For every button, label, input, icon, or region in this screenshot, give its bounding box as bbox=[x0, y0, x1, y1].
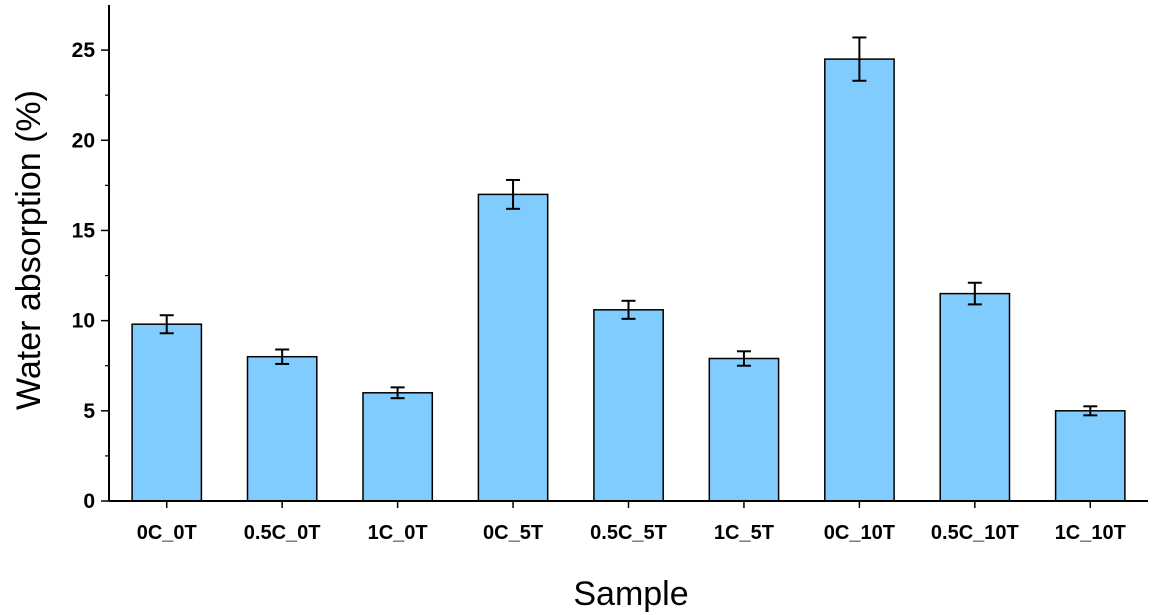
error-bar-0.5C_5T bbox=[621, 299, 636, 320]
x-tick-label: 1C_10T bbox=[1055, 522, 1126, 544]
y-axis-title: Water absorption (%) bbox=[10, 90, 48, 410]
error-bar-1C_10T bbox=[1083, 405, 1098, 417]
y-ticks-group: 0 5 10 15 20 25 bbox=[72, 39, 109, 513]
x-tick-label: 1C_0T bbox=[368, 522, 428, 544]
error-bar-0C_10T bbox=[852, 36, 867, 82]
x-tick-label: 0C_10T bbox=[824, 522, 895, 544]
x-tick-label: 0.5C_5T bbox=[590, 522, 667, 544]
y-tick-label: 0 bbox=[83, 490, 95, 513]
bar-1C_0T bbox=[362, 392, 434, 502]
error-bar-0.5C_10T bbox=[967, 281, 982, 306]
x-tick-label: 0.5C_0T bbox=[244, 522, 321, 544]
bars-group bbox=[131, 58, 1126, 502]
error-bar-0.5C_0T bbox=[275, 348, 290, 365]
error-bar-0C_5T bbox=[506, 178, 521, 210]
error-bar-0C_0T bbox=[159, 314, 174, 335]
error-bar-1C_5T bbox=[736, 350, 751, 367]
error-bars-group bbox=[159, 36, 1098, 417]
y-tick-label: 25 bbox=[72, 39, 96, 62]
bar-0.5C_10T bbox=[939, 292, 1011, 502]
x-tick-label: 1C_5T bbox=[714, 522, 774, 544]
bar-1C_10T bbox=[1054, 410, 1126, 502]
x-tick-label: 0C_0T bbox=[137, 522, 197, 544]
bar-0C_10T bbox=[824, 58, 895, 502]
bar-1C_5T bbox=[708, 357, 780, 502]
y-tick-label: 15 bbox=[72, 219, 96, 242]
bar-0C_0T bbox=[131, 323, 203, 502]
y-tick-label: 20 bbox=[72, 129, 95, 152]
bar-0C_5T bbox=[477, 193, 549, 502]
y-tick-label: 5 bbox=[83, 400, 95, 423]
bar-0.5C_5T bbox=[593, 309, 664, 502]
bar-0.5C_0T bbox=[246, 355, 318, 502]
x-axis-title: Sample bbox=[573, 575, 688, 613]
x-tick-label: 0.5C_10T bbox=[931, 522, 1019, 544]
y-tick-label: 10 bbox=[72, 310, 95, 333]
x-ticks-group: 0C_0T 0.5C_0T 1C_0T 0C_5T 0.5C_5T 1C_5T 0C_10T… bbox=[137, 501, 1126, 544]
error-bar-1C_0T bbox=[390, 386, 405, 400]
x-tick-label: 0C_5T bbox=[483, 522, 543, 544]
